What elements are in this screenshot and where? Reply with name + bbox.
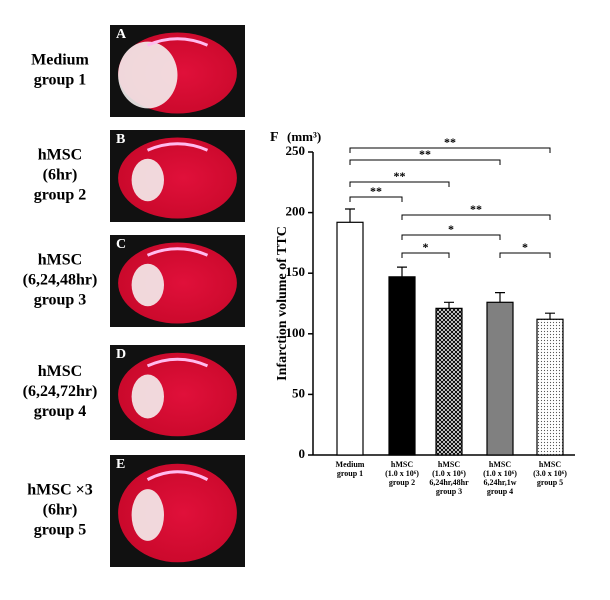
error-bar [397,266,407,277]
panel-label: group 4 [34,403,87,420]
panel-letter: B [116,132,125,147]
x-tick-label: (1.0 x 10⁶) [432,469,466,478]
y-tick-label: 150 [286,264,306,279]
y-axis-title: Infarction volume of TTC [275,226,290,381]
significance-bracket [349,159,501,165]
significance-bracket [401,252,450,258]
significance-label: * [522,240,528,254]
corpus-callosum [146,470,209,481]
significance-bracket [499,252,551,258]
x-tick-label: Medium [336,460,365,469]
panel-label: (6hr) [43,502,78,519]
y-tick-label: 200 [286,204,306,219]
x-tick-label: group 4 [487,487,513,496]
corpus-callosum [146,142,209,152]
panel-letter: D [116,347,126,362]
y-tick-label: 0 [299,446,306,461]
y-tick-label: 50 [292,385,305,400]
panel-letter: A [116,27,127,42]
corpus-callosum [146,357,209,368]
x-tick-label: hMSC [539,460,561,469]
panel-label: (6hr) [43,167,78,184]
x-tick-label: hMSC [489,460,511,469]
significance-bracket [349,181,450,187]
infarct [118,41,178,109]
x-tick-label: hMSC [438,460,460,469]
x-tick-label: group 2 [389,478,415,487]
y-tick-label: 250 [286,143,306,158]
corpus-callosum [146,247,209,257]
significance-label: ** [470,202,482,216]
bar [435,307,463,456]
significance-label: ** [394,169,406,183]
x-tick-label: group 3 [436,487,462,496]
corpus-callosum [146,37,209,47]
x-tick-label: (1.0 x 10⁶) [483,469,517,478]
error-bar [495,291,505,303]
significance-bracket [349,147,551,153]
y-unit: (mm³) [287,129,321,144]
significance-bracket [349,196,403,202]
panel-label: hMSC ×3 [27,482,93,499]
error-bar [545,312,555,320]
error-bar [444,301,454,309]
significance-label: ** [419,147,431,161]
significance-bracket [401,214,551,220]
panel-label: hMSC [38,252,82,269]
bar [536,318,564,456]
panel-letter: C [116,237,126,252]
significance-label: ** [444,135,456,149]
panel-label: (6,24,72hr) [23,383,98,400]
panel-label: hMSC [38,147,82,164]
x-tick-label: 6,24hr,1w [483,478,516,487]
x-tick-label: group 5 [537,478,563,487]
panel-label: hMSC [38,363,82,380]
x-tick-label: (3.0 x 10⁶) [533,469,567,478]
bar [336,221,364,456]
x-tick-label: 6,24hr,48hr [429,478,469,487]
panel-label: group 2 [34,187,87,204]
x-tick-label: group 1 [337,469,363,478]
x-tick-label: hMSC [391,460,413,469]
panel-label: (6,24,48hr) [23,272,98,289]
infarct [131,263,164,307]
panel-label: group 3 [34,292,87,309]
panel-label: group 5 [34,522,87,539]
panel-letter: E [116,457,125,472]
bar [388,276,416,456]
infarct [131,489,164,541]
x-tick-label: (1.0 x 10⁶) [385,469,419,478]
bar [486,301,514,456]
infarct [131,158,164,202]
significance-label: * [448,222,454,236]
infarct [131,374,164,419]
panel-label: group 1 [34,72,87,89]
y-tick-label: 100 [286,325,306,340]
significance-label: * [423,240,429,254]
panel-label: Medium [31,52,89,69]
panel-letter: F [270,130,279,145]
significance-bracket [401,234,501,240]
significance-label: ** [370,184,382,198]
error-bar [345,208,355,223]
